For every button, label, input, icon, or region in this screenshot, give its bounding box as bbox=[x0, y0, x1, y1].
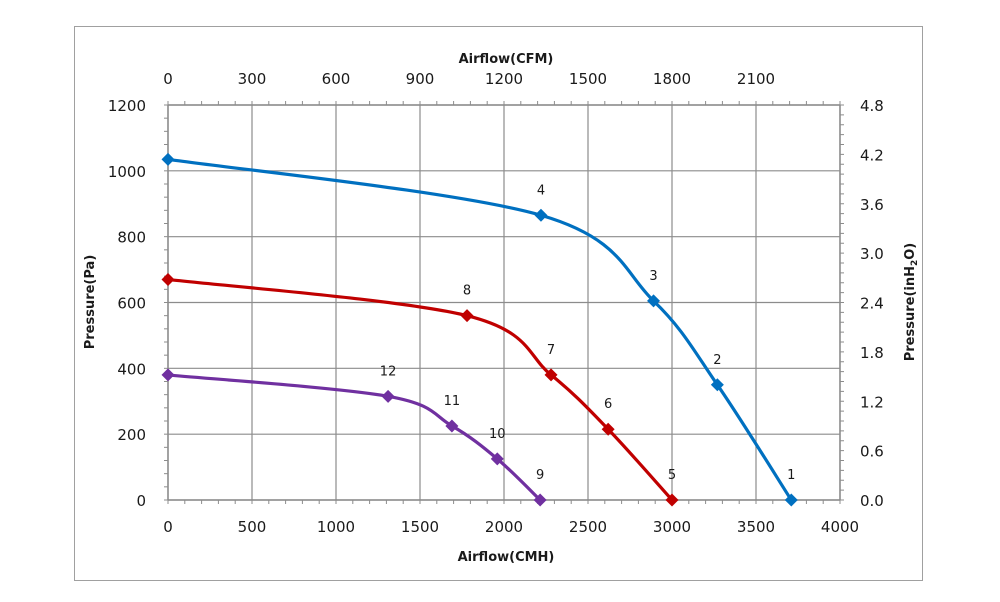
point-label: 3 bbox=[649, 269, 657, 284]
x-tick-label: 0 bbox=[163, 518, 173, 536]
right-axis-title-end: O) bbox=[903, 243, 918, 260]
curve-purple-line bbox=[167, 373, 542, 502]
bottom-axis-title: Airflow(CMH) bbox=[458, 550, 555, 565]
data-series bbox=[161, 152, 798, 507]
diamond-marker-icon bbox=[544, 368, 558, 382]
y2-tick-label: 1.8 bbox=[860, 344, 884, 362]
chart-frame bbox=[74, 26, 923, 581]
x2-tick-label: 600 bbox=[322, 70, 351, 88]
point-labels: 4 3 2 1 8 7 6 5 12 11 10 9 bbox=[380, 183, 796, 483]
x2-tick-label: 900 bbox=[406, 70, 435, 88]
x-tick-label: 1000 bbox=[317, 518, 355, 536]
y2-tick-label: 3.0 bbox=[860, 245, 884, 263]
point-label: 11 bbox=[444, 394, 461, 409]
y2-tick-label: 3.6 bbox=[860, 196, 884, 214]
x2-tick-label: 1500 bbox=[569, 70, 607, 88]
y-tick-label: 800 bbox=[117, 229, 146, 247]
point-label: 10 bbox=[489, 427, 506, 442]
x2-tick-label: 0 bbox=[163, 70, 173, 88]
diamond-marker-icon bbox=[534, 208, 548, 222]
curve-blue-line bbox=[167, 157, 793, 501]
point-label: 2 bbox=[713, 353, 721, 368]
diamond-marker-icon bbox=[161, 368, 175, 382]
y2-tick-label: 4.2 bbox=[860, 146, 884, 164]
curve-red-line bbox=[167, 277, 674, 502]
point-label: 4 bbox=[537, 183, 545, 198]
point-label: 5 bbox=[668, 468, 676, 483]
point-label: 12 bbox=[380, 364, 397, 379]
y-tick-label: 400 bbox=[117, 360, 146, 378]
diamond-marker-icon bbox=[647, 294, 661, 308]
y-tick-label: 600 bbox=[117, 295, 146, 313]
y-tick-label: 0 bbox=[136, 492, 146, 510]
point-label: 8 bbox=[463, 284, 471, 299]
x2-tick-label: 1800 bbox=[653, 70, 691, 88]
top-axis-title: Airflow(CFM) bbox=[459, 52, 554, 67]
diamond-marker-icon bbox=[460, 309, 474, 323]
right-axis-title: Pressure(inH2O) bbox=[903, 243, 920, 362]
point-label: 9 bbox=[536, 468, 544, 483]
point-label: 1 bbox=[787, 468, 795, 483]
x-tick-label: 1500 bbox=[401, 518, 439, 536]
x2-tick-label: 2100 bbox=[737, 70, 775, 88]
x2-tick-label: 1200 bbox=[485, 70, 523, 88]
diamond-marker-icon bbox=[445, 419, 459, 433]
x-tick-label: 500 bbox=[238, 518, 267, 536]
point-label: 6 bbox=[604, 397, 612, 412]
y2-tick-label: 2.4 bbox=[860, 295, 884, 313]
y-tick-label: 1000 bbox=[108, 163, 146, 181]
y2-tick-label: 4.8 bbox=[860, 97, 884, 115]
x2-tick-label: 300 bbox=[238, 70, 267, 88]
diamond-marker-icon bbox=[161, 272, 175, 286]
point-label: 7 bbox=[547, 343, 555, 358]
diamond-marker-icon bbox=[665, 493, 679, 507]
left-axis-title: Pressure(Pa) bbox=[83, 255, 98, 350]
y-tick-label: 1200 bbox=[108, 97, 146, 115]
y-tick-label: 200 bbox=[117, 426, 146, 444]
diamond-marker-icon bbox=[161, 152, 175, 166]
diamond-marker-icon bbox=[784, 493, 798, 507]
right-axis-title-sub: 2 bbox=[910, 260, 920, 266]
diamond-marker-icon bbox=[490, 452, 504, 466]
diamond-marker-icon bbox=[601, 422, 615, 436]
x-tick-label: 4000 bbox=[821, 518, 859, 536]
x-tick-label: 2500 bbox=[569, 518, 607, 536]
x-tick-label: 3000 bbox=[653, 518, 691, 536]
y2-tick-label: 0.0 bbox=[860, 492, 884, 510]
diamond-marker-icon bbox=[710, 378, 724, 392]
right-axis-title-main: Pressure(inH bbox=[903, 266, 918, 361]
x-tick-label: 3500 bbox=[737, 518, 775, 536]
diamond-marker-icon bbox=[381, 389, 395, 403]
y2-tick-label: 1.2 bbox=[860, 393, 884, 411]
diamond-marker-icon bbox=[533, 493, 547, 507]
x-tick-label: 2000 bbox=[485, 518, 523, 536]
y2-tick-label: 0.6 bbox=[860, 443, 884, 461]
